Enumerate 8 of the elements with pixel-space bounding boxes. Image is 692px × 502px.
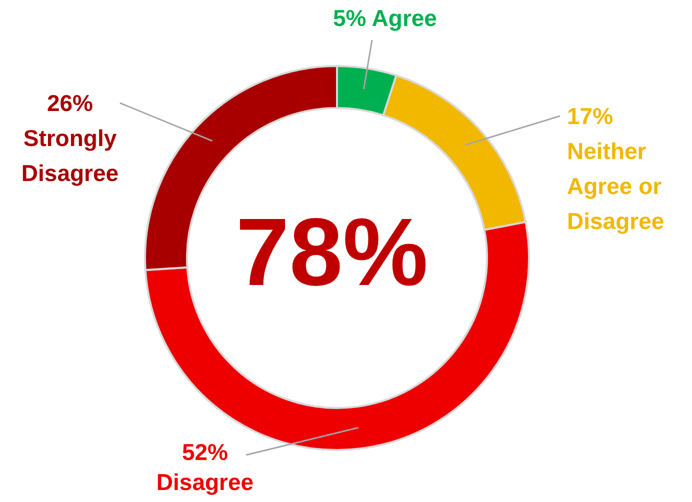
- slice-label: Strongly Disagree: [21, 125, 119, 186]
- slice-label: Disagree: [156, 469, 254, 495]
- data-label: 17%: [567, 103, 614, 129]
- slice-label: Neither Agree or Disagree: [567, 138, 664, 234]
- data-label: 52%: [182, 439, 228, 465]
- data-label: 26%: [46, 90, 94, 116]
- text: 78%: [236, 199, 428, 306]
- slice-label: 5% Agree: [333, 5, 437, 31]
